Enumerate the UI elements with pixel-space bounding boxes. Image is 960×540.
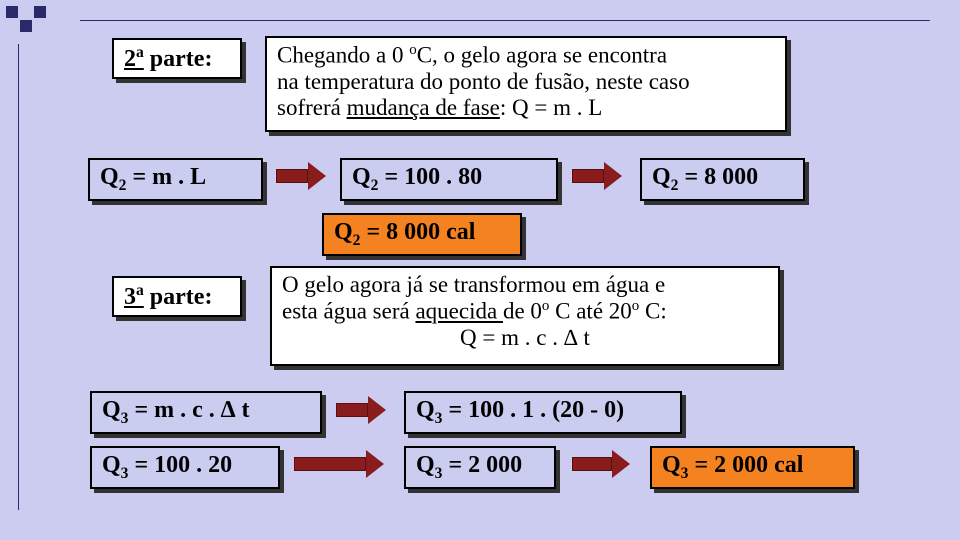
section2-label: 2a parte:	[112, 38, 242, 79]
section3-eq-result: Q3 = 2 000	[404, 446, 556, 489]
arrow-icon	[276, 164, 326, 188]
section2-text: Chegando a 0 oC, o gelo agora se encontr…	[265, 36, 787, 132]
section3-label: 3a parte:	[112, 276, 242, 317]
arrow-icon	[572, 164, 622, 188]
section3-eq-formula: Q3 = m . c . ∆ t	[90, 391, 322, 434]
section3-eq-final: Q3 = 2 000 cal	[650, 446, 855, 489]
section2-eq-substitution: Q2 = 100 . 80	[340, 158, 558, 201]
top-rule	[80, 20, 930, 21]
section2-eq-formula: Q2 = m . L	[88, 158, 263, 201]
section2-eq-result: Q2 = 8 000	[640, 158, 805, 201]
arrow-icon	[336, 398, 386, 422]
arrow-icon	[294, 452, 384, 476]
section2-eq-final: Q2 = 8 000 cal	[322, 213, 522, 256]
section3-eq-step: Q3 = 100 . 20	[90, 446, 280, 489]
section3-eq-substitution: Q3 = 100 . 1 . (20 - 0)	[404, 391, 682, 434]
side-rule	[18, 44, 19, 510]
corner-decoration	[6, 6, 74, 32]
section3-text: O gelo agora já se transformou em água e…	[270, 266, 780, 366]
arrow-icon	[572, 452, 630, 476]
